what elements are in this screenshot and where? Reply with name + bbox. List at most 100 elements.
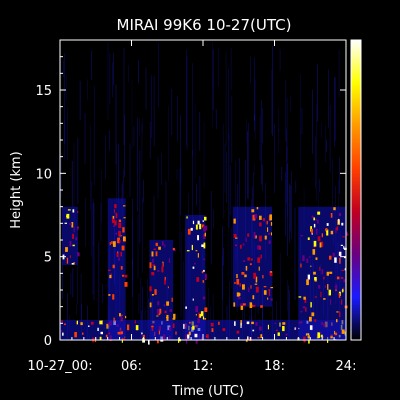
echo-speckle xyxy=(336,319,338,323)
echo-speckle xyxy=(197,235,199,241)
echo-speckle xyxy=(258,266,260,271)
echo-speckle xyxy=(113,317,115,322)
echo-speckle xyxy=(319,242,322,248)
axes: 10-27_00: 06: 12: 18: 24: 0 5 10 15 xyxy=(27,40,356,374)
echo-speckle xyxy=(244,274,247,278)
echo-speckle xyxy=(338,213,341,216)
echo-speckle xyxy=(77,253,80,257)
echo-speckle xyxy=(109,274,112,279)
echo-speckle xyxy=(69,241,72,247)
echo-speckle xyxy=(318,284,321,289)
echo-speckle xyxy=(300,235,304,237)
echo-speckle xyxy=(247,233,250,237)
echo-speckle xyxy=(259,326,262,331)
echo-speckle xyxy=(262,218,265,222)
echo-speckle xyxy=(312,249,316,255)
echo-speckle xyxy=(238,293,241,296)
echo-speckle xyxy=(282,326,285,332)
echo-speckle xyxy=(345,231,348,236)
echo-speckle xyxy=(64,323,66,326)
echo-speckle xyxy=(156,315,159,317)
echo-speckle xyxy=(270,222,273,226)
echo-speckle xyxy=(115,212,118,219)
echo-speckle xyxy=(267,297,269,300)
echo-speckle xyxy=(253,272,257,279)
echo-speckle xyxy=(311,215,314,219)
echo-speckle xyxy=(257,257,261,263)
echo-speckle xyxy=(169,309,173,312)
echo-speckle xyxy=(186,216,188,219)
echo-speckle xyxy=(204,273,207,279)
echo-speckle xyxy=(329,271,333,274)
echo-speckle xyxy=(172,247,175,250)
y-tick-label: 0 xyxy=(44,334,52,349)
echo-speckle xyxy=(335,227,337,234)
echo-speckle xyxy=(313,240,317,247)
echo-speckle xyxy=(264,235,267,240)
echo-speckle xyxy=(202,220,204,222)
echo-speckle xyxy=(118,230,121,236)
echo-speckle xyxy=(330,230,334,235)
echo-speckle xyxy=(172,318,176,320)
echo-speckle xyxy=(60,330,63,332)
echo-speckle xyxy=(127,324,130,331)
echo-speckle xyxy=(325,228,328,231)
echo-speckle xyxy=(196,277,200,282)
echo-speckle xyxy=(71,222,74,228)
echo-speckle xyxy=(152,264,155,266)
echo-speckle xyxy=(328,289,331,296)
echo-speckle xyxy=(61,320,63,323)
echo-speckle xyxy=(197,253,199,258)
echo-speckle xyxy=(340,277,344,279)
echo-speckle xyxy=(252,304,256,308)
echo-speckle xyxy=(247,336,249,340)
echo-speckle xyxy=(298,296,302,298)
echo-speckle xyxy=(186,250,190,252)
echo-speckle xyxy=(175,331,177,335)
echo-speckle xyxy=(157,308,160,315)
echo-speckle xyxy=(240,322,242,328)
echo-speckle xyxy=(120,251,122,257)
echo-speckle xyxy=(161,262,164,269)
echo-speckle xyxy=(88,325,90,327)
echo-speckle xyxy=(194,262,196,265)
echo-speckle xyxy=(305,307,307,312)
echo-speckle xyxy=(262,275,264,279)
echo-speckle xyxy=(168,258,170,263)
echo-speckle xyxy=(192,266,195,269)
echo-speckle xyxy=(235,244,237,247)
echo-speckle xyxy=(195,306,199,312)
echo-speckle xyxy=(321,322,324,325)
echo-speckle xyxy=(161,266,164,273)
echo-speckle xyxy=(203,269,205,272)
echo-speckle xyxy=(260,334,263,338)
echo-speckle xyxy=(118,219,122,222)
echo-speckle xyxy=(240,303,243,307)
echo-speckle xyxy=(155,242,158,247)
echo-speckle xyxy=(339,257,341,264)
echo-speckle xyxy=(113,224,116,227)
echo-speckle xyxy=(124,282,128,287)
echo-speckle xyxy=(321,233,323,238)
echo-speckle xyxy=(124,274,128,278)
echo-speckle xyxy=(303,296,306,300)
echo-speckle xyxy=(310,265,312,267)
echo-speckle xyxy=(189,321,191,324)
echo-speckle xyxy=(116,324,119,327)
echo-speckle xyxy=(190,227,193,231)
echo-speckle xyxy=(233,302,236,307)
cloud-echo-region xyxy=(185,215,206,340)
echo-speckle xyxy=(105,334,108,338)
echo-speckle xyxy=(256,207,259,210)
cloud-echo-region xyxy=(107,198,126,340)
echo-speckle xyxy=(342,236,345,238)
echo-speckle xyxy=(326,223,329,226)
echo-speckle xyxy=(157,270,160,272)
echo-speckle xyxy=(333,207,336,211)
echo-speckle xyxy=(300,263,302,268)
echo-speckle xyxy=(336,311,339,313)
echo-speckle xyxy=(195,224,198,230)
echo-speckle xyxy=(336,226,338,231)
echo-speckle xyxy=(148,339,150,345)
echo-speckle xyxy=(199,223,202,230)
